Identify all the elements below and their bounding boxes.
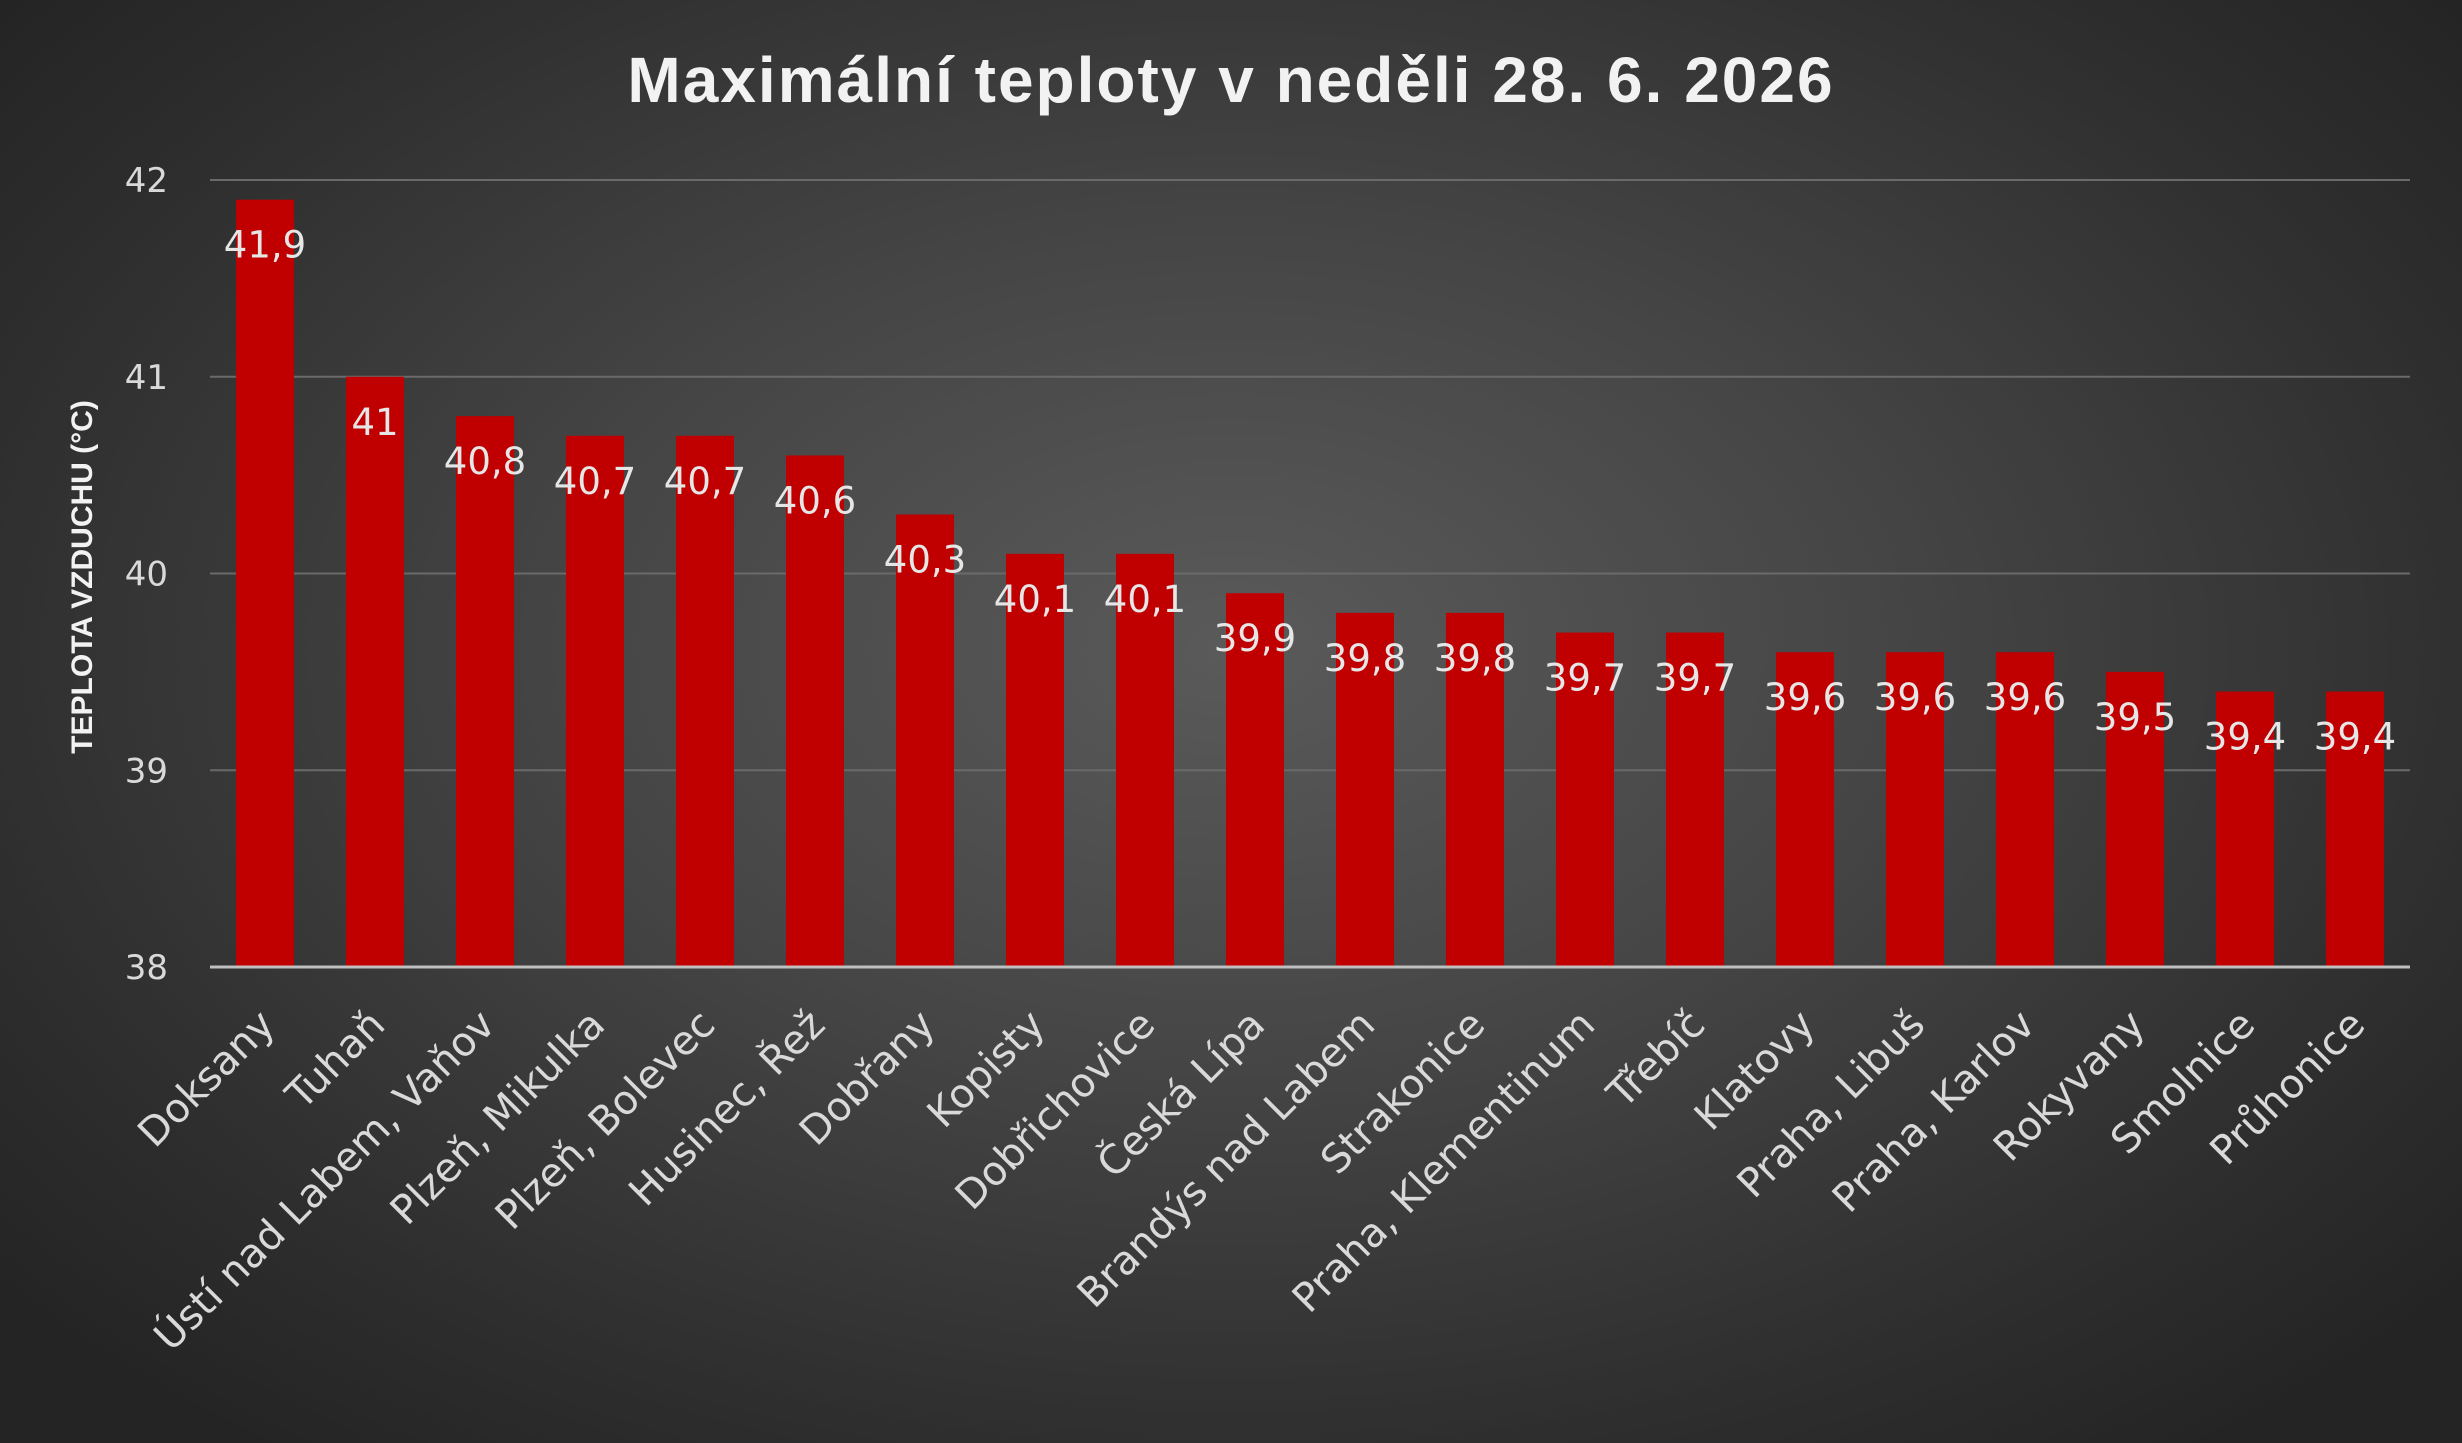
bar [676,435,734,967]
bar [786,455,844,967]
data-label: 39,4 [2314,716,2396,759]
data-label: 40,7 [664,460,746,503]
data-label: 40,1 [994,578,1076,621]
bar [2216,691,2274,967]
data-label: 40,6 [774,479,856,522]
data-label: 40,3 [884,538,966,581]
gridlines [210,179,2410,772]
data-label: 40,1 [1104,578,1186,621]
bar [456,416,514,968]
y-tick-label: 41 [125,358,168,398]
data-labels: 41,9 41 40,8 40,7 40,7 40,6 40,3 40,1 40,1 39,9 39… [224,224,2396,759]
bar [1226,593,1284,967]
data-label: 41 [351,401,398,444]
data-label: 39,5 [2094,696,2176,739]
bar [346,376,404,967]
bar [1336,612,1394,967]
data-label: 39,7 [1544,657,1626,700]
data-label: 39,6 [1984,676,2066,719]
bar [566,435,624,967]
bar [1446,612,1504,967]
data-label: 39,8 [1434,637,1516,680]
bar [1666,632,1724,967]
data-label: 39,6 [1874,676,1956,719]
bar [1556,632,1614,967]
bar [2326,691,2384,967]
y-tick-label: 38 [125,948,168,988]
bar [236,199,294,968]
bars [236,199,2384,968]
data-label: 39,6 [1764,676,1846,719]
data-label: 39,9 [1214,617,1296,660]
x-tick-label: Doksany [129,1002,284,1157]
bar [1006,553,1064,967]
bar [1996,652,2054,967]
data-label: 39,7 [1654,657,1736,700]
y-tick-label: 42 [125,161,168,201]
chart-title: Maximální teploty v neděli 28. 6. 2026 [627,44,1834,116]
x-tick-label: Husinec, Řež [619,1000,834,1215]
bar [1886,652,1944,967]
y-axis-label: TEPLOTA VZDUCHU (°C) [66,400,99,754]
data-label: 41,9 [224,224,306,267]
y-tick-label: 39 [125,751,168,791]
y-tick-label: 40 [125,555,168,595]
data-label: 40,8 [444,440,526,483]
bar [1116,553,1174,967]
bar [896,514,954,967]
data-label: 40,7 [554,460,636,503]
bar [2106,671,2164,967]
data-label: 39,8 [1324,637,1406,680]
bar [1776,652,1834,967]
y-axis-ticks: 38 39 40 41 42 [125,161,168,988]
data-label: 39,4 [2204,716,2286,759]
